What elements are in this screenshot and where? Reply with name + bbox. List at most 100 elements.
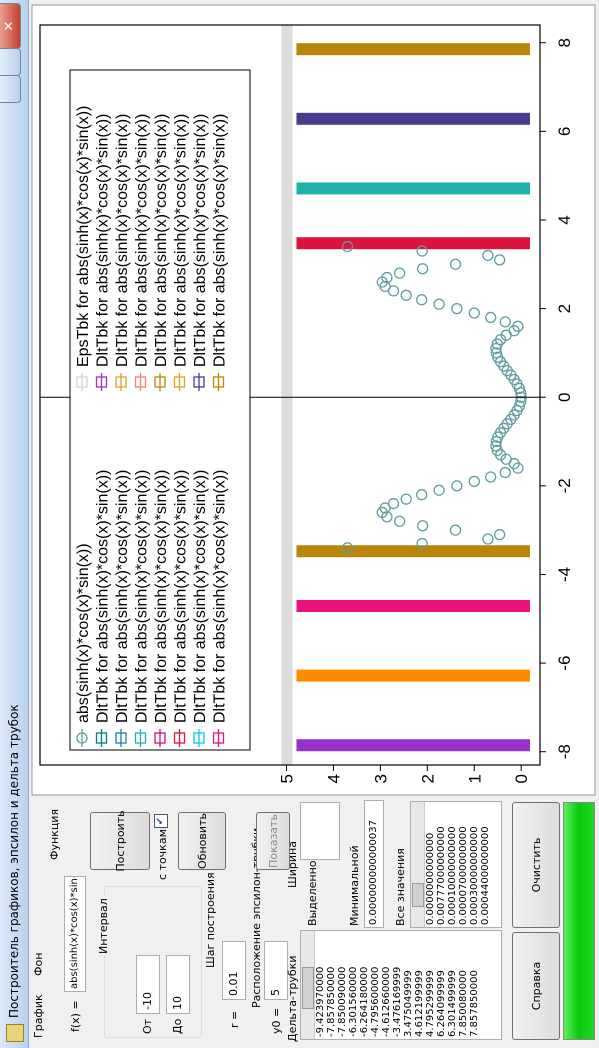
legend-marker [134, 376, 147, 388]
legend-marker [212, 376, 225, 388]
point [492, 351, 504, 363]
x-tick-label: 8 [555, 38, 574, 47]
point [493, 254, 506, 266]
legend-label: DltTbk for abs(sinh(x)*cos(x)*sin(x)) [153, 470, 170, 723]
point [490, 347, 502, 359]
point [416, 245, 428, 257]
legend-label: abs(sinh(x)*cos(x)*sin(x)) [75, 543, 92, 723]
delta-tube [296, 237, 531, 250]
point [416, 263, 429, 275]
point [451, 302, 463, 315]
legend-marker [115, 376, 127, 388]
point [493, 528, 506, 541]
point [490, 342, 502, 355]
data-layer [281, 25, 531, 765]
legend-marker [193, 376, 205, 388]
legend-label: DltTbk for abs(sinh(x)*cos(x)*sin(x)) [134, 470, 151, 723]
legend-marker [154, 376, 166, 388]
legend-marker [95, 376, 108, 388]
eps-band [281, 25, 293, 765]
point [485, 311, 497, 324]
point [449, 524, 462, 536]
point [482, 533, 494, 545]
x-tick-label: -6 [555, 656, 574, 671]
legend-marker [76, 732, 88, 744]
x-tick-label: -2 [555, 478, 574, 493]
legend-marker [134, 732, 147, 744]
delta-tube [296, 43, 531, 56]
legend-marker [76, 376, 88, 388]
point [512, 320, 524, 332]
legend-box [69, 69, 251, 751]
point [416, 294, 428, 306]
legend-label: DltTbk for abs(sinh(x)*cos(x)*sin(x)) [192, 470, 209, 723]
point [485, 471, 497, 483]
point [393, 515, 406, 527]
x-tick-label: 4 [555, 215, 574, 224]
point [515, 395, 527, 408]
point [468, 307, 480, 319]
point [400, 289, 412, 301]
point [416, 489, 428, 501]
point [381, 271, 393, 284]
legend-label: DltTbk for abs(sinh(x)*cos(x)*sin(x)) [192, 114, 209, 367]
x-tick-label: 2 [555, 304, 574, 313]
y-tick-label: 4 [324, 774, 343, 783]
legend-label: DltTbk for abs(sinh(x)*cos(x)*sin(x)) [173, 114, 190, 367]
legend-marker [154, 732, 166, 744]
legend-marker [173, 376, 186, 388]
y-tick-label: 1 [465, 774, 484, 783]
point [451, 480, 463, 492]
delta-tube [296, 545, 531, 558]
delta-tube [296, 600, 531, 613]
x-tick-label: -8 [555, 744, 574, 759]
point [491, 444, 503, 457]
delta-tube [296, 112, 531, 125]
legend-marker [193, 732, 205, 744]
legend-label: DltTbk for abs(sinh(x)*cos(x)*sin(x)) [173, 470, 190, 723]
legend-label: DltTbk for abs(sinh(x)*cos(x)*sin(x)) [153, 114, 170, 367]
delta-tube [296, 669, 531, 682]
legend-label: DltTbk for abs(sinh(x)*cos(x)*sin(x)) [212, 470, 229, 723]
axis-frame [39, 24, 541, 766]
y-tick-label: 3 [371, 774, 390, 783]
legend-marker [212, 732, 225, 744]
y-tick-label: 5 [277, 774, 296, 783]
x-tick-label: 0 [555, 392, 574, 401]
point [490, 435, 502, 448]
x-tick-label: -4 [555, 567, 574, 582]
y-tick-label: 2 [418, 774, 437, 783]
point [341, 240, 354, 253]
point [499, 466, 511, 479]
legend-label: EpsTbk for abs(sinh(x)*cos(x)*sin(x)) [75, 106, 92, 367]
point [400, 493, 412, 505]
point [387, 497, 400, 510]
point [499, 316, 511, 328]
point [433, 484, 445, 496]
legend-marker [95, 732, 108, 744]
legend-marker [173, 732, 186, 744]
point [416, 537, 428, 550]
point [433, 298, 445, 310]
legend-label: DltTbk for abs(sinh(x)*cos(x)*sin(x)) [134, 114, 151, 367]
y-tick-label: 0 [512, 774, 531, 783]
plot-layer: -8 -6 -4 -2 0 2 4 6 8 0 1 2 3 4 5 abs(sinh(x)*cos(x)*si… [39, 24, 574, 783]
point [341, 542, 354, 554]
delta-tube [296, 182, 531, 195]
legend-marker [115, 732, 127, 744]
point [416, 520, 429, 532]
delta-tube [296, 739, 531, 752]
point [482, 249, 494, 262]
point [513, 400, 525, 412]
legend-label: DltTbk for abs(sinh(x)*cos(x)*sin(x)) [114, 470, 131, 723]
point [449, 258, 462, 270]
point [393, 267, 406, 279]
legend-label: DltTbk for abs(sinh(x)*cos(x)*sin(x)) [212, 114, 229, 367]
point [468, 475, 480, 488]
x-tick-label: 6 [555, 127, 574, 136]
legend-label: DltTbk for abs(sinh(x)*cos(x)*sin(x)) [114, 114, 131, 367]
legend-label: DltTbk for abs(sinh(x)*cos(x)*sin(x)) [95, 470, 112, 723]
